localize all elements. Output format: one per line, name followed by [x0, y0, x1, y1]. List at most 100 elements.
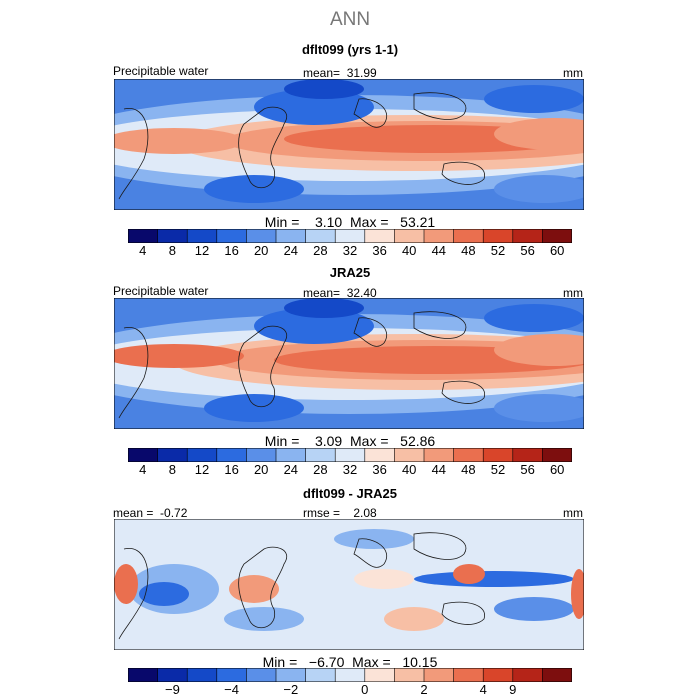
colorbar-cell: [423, 448, 455, 462]
colorbar-cell: [334, 229, 366, 243]
panel2-colorbar-ticks: 4 8 12 16 20 24 28 32 36 40 44 48 52 56 60: [0, 462, 700, 478]
panel1-title: dflt099 (yrs 1-1): [301, 42, 399, 57]
colorbar-cell: [157, 448, 189, 462]
colorbar-cell: [246, 229, 277, 243]
panel1-colorbar: [128, 229, 572, 243]
colorbar-tick-label: 8: [168, 462, 177, 477]
colorbar-tick-label: 0: [361, 682, 369, 697]
colorbar-cell: [128, 229, 159, 243]
colorbar-cell: [246, 668, 277, 682]
colorbar-tick-label: 40: [401, 462, 417, 477]
panel2-colorbar: [128, 448, 572, 462]
colorbar-cell: [216, 448, 248, 462]
colorbar-tick-label: 28: [313, 462, 328, 477]
colorbar-cell: [482, 668, 514, 682]
colorbar-cell: [157, 668, 189, 682]
colorbar-tick-label: 24: [283, 243, 299, 258]
colorbar-tick-label: 4: [139, 462, 147, 477]
colorbar-tick-label: 48: [461, 243, 476, 258]
colorbar-cell: [186, 448, 218, 462]
colorbar-tick-label: −2: [283, 682, 299, 697]
colorbar-cell: [364, 229, 396, 243]
colorbar-tick-label: 4: [479, 682, 487, 697]
colorbar-cell: [512, 448, 544, 462]
colorbar-tick-label: 52: [490, 243, 506, 258]
colorbar-cell: [512, 229, 544, 243]
colorbar-cell: [394, 668, 425, 682]
panel2-variable-label: Precipitable water: [113, 284, 209, 298]
figure-title: ANN: [329, 9, 371, 30]
colorbar-cell: [246, 448, 277, 462]
panel1-colorbar-ticks: 4 8 12 16 20 24 28 32 36 40 44 48 52 56 60: [0, 243, 700, 259]
panel2-min-max: Min = 3.09 Max = 52.86: [264, 433, 436, 449]
colorbar-cell: [453, 229, 485, 243]
colorbar-tick-label: 36: [372, 243, 387, 258]
panel1-map: [114, 79, 584, 210]
colorbar-cell: [453, 668, 485, 682]
colorbar-cell: [482, 448, 514, 462]
colorbar-cell: [453, 448, 485, 462]
colorbar-cell: [512, 668, 544, 682]
panel1-mean: mean= 31.99: [303, 66, 377, 80]
panel3-map: [114, 519, 584, 650]
colorbar-tick-label: 52: [490, 462, 506, 477]
colorbar-cell: [275, 668, 307, 682]
colorbar-cell: [186, 229, 218, 243]
panel1-variable-label: Precipitable water: [113, 64, 209, 78]
panel3-mean: mean = -0.72: [113, 506, 188, 520]
colorbar-cell: [334, 448, 366, 462]
colorbar-tick-label: 12: [194, 243, 210, 258]
colorbar-cell: [542, 448, 572, 462]
colorbar-cell: [186, 668, 218, 682]
colorbar-cell: [128, 668, 159, 682]
colorbar-tick-label: 2: [420, 682, 428, 697]
panel2-units: mm: [563, 286, 583, 300]
panel1-units: mm: [563, 66, 583, 80]
colorbar-tick-label: 36: [372, 462, 387, 477]
panel3-title: dflt099 - JRA25: [303, 486, 397, 501]
colorbar-tick-label: 56: [520, 462, 535, 477]
colorbar-cell: [542, 668, 572, 682]
colorbar-tick-label: −4: [224, 682, 240, 697]
colorbar-cell: [394, 229, 425, 243]
colorbar-tick-label: 40: [401, 243, 417, 258]
colorbar-tick-label: 16: [224, 243, 239, 258]
colorbar-tick-label: 20: [253, 462, 269, 477]
colorbar-cell: [423, 668, 455, 682]
colorbar-tick-label: 9: [509, 682, 517, 697]
colorbar-cell: [364, 448, 396, 462]
colorbar-cell: [216, 668, 248, 682]
panel3-rmse: rmse = 2.08: [303, 506, 377, 520]
panel3-units: mm: [563, 506, 583, 520]
panel1-min-max: Min = 3.10 Max = 53.21: [264, 214, 436, 230]
colorbar-cell: [482, 229, 514, 243]
colorbar-tick-label: 44: [431, 243, 447, 258]
colorbar-tick-label: 32: [342, 462, 358, 477]
panel3-min-max: Min = −6.70 Max = 10.15: [262, 654, 438, 670]
colorbar-cell: [334, 668, 366, 682]
colorbar-tick-label: 32: [342, 243, 358, 258]
colorbar-cell: [275, 229, 307, 243]
colorbar-cell: [305, 448, 337, 462]
colorbar-tick-label: 20: [253, 243, 269, 258]
colorbar-tick-label: 16: [224, 462, 239, 477]
colorbar-tick-label: 28: [313, 243, 328, 258]
colorbar-tick-label: 60: [549, 462, 565, 477]
colorbar-tick-label: 44: [431, 462, 447, 477]
colorbar-tick-label: 8: [168, 243, 177, 258]
panel2-map: [114, 298, 584, 429]
panel2-title: JRA25: [329, 265, 371, 280]
colorbar-tick-label: 24: [283, 462, 299, 477]
colorbar-tick-label: 4: [139, 243, 147, 258]
colorbar-cell: [542, 229, 572, 243]
colorbar-cell: [305, 229, 337, 243]
colorbar-tick-label: −9: [164, 682, 180, 697]
colorbar-cell: [364, 668, 396, 682]
colorbar-cell: [423, 229, 455, 243]
colorbar-cell: [216, 229, 248, 243]
colorbar-cell: [157, 229, 189, 243]
colorbar-tick-label: 12: [194, 462, 210, 477]
colorbar-cell: [128, 448, 159, 462]
colorbar-tick-label: 56: [520, 243, 535, 258]
colorbar-cell: [275, 448, 307, 462]
